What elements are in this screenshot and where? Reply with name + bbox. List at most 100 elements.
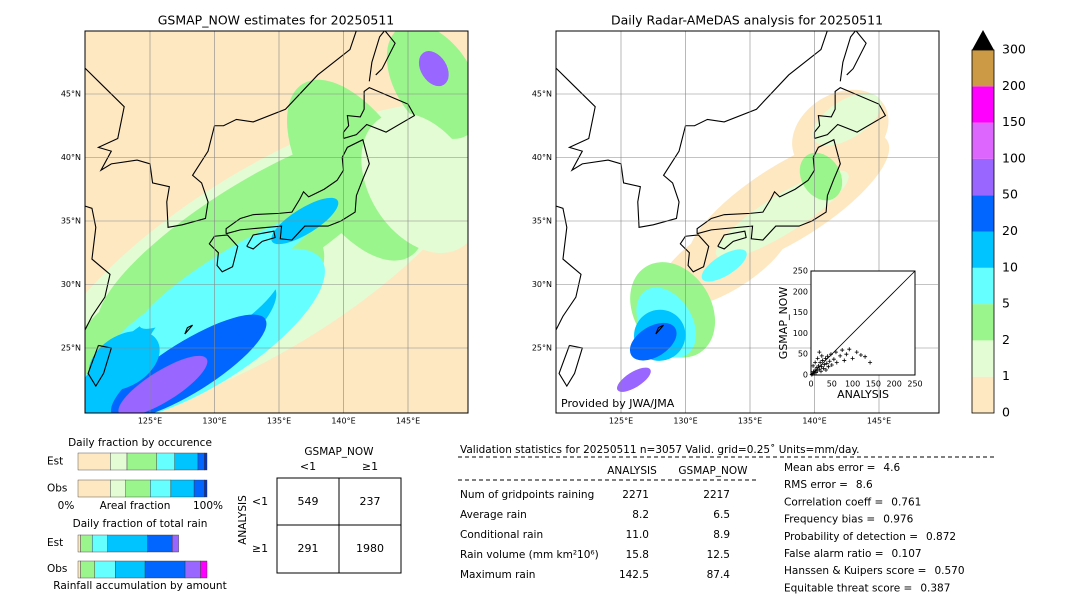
colorbar-segment [972,304,994,341]
lat-label: 40°N [532,153,552,162]
occurrence-segment [204,479,208,498]
coastline [184,324,193,335]
occurrence-segment [193,479,205,498]
stat-label: Rain volume (mm km²10⁶) [460,549,599,561]
total-rain-segment [171,534,179,553]
coastline [655,324,664,335]
scatter-point [827,359,832,364]
cell: 549 [298,495,319,508]
coastline [208,234,239,273]
score-label: False alarm ratio = [784,548,884,560]
score-label: Mean abs error = [784,462,875,474]
total-rain-segment [115,560,146,579]
stat-label: Maximum rain [460,569,535,581]
scatter-point [818,360,823,365]
stat-label: Conditional rain [460,529,543,541]
scatter-point [834,360,839,365]
colorbar-segment [972,267,994,305]
cell: 291 [298,542,319,555]
occurrence-segment [156,452,175,471]
rain-area [139,214,316,329]
rain-area [88,330,160,391]
occurrence-left: 0% [58,500,75,512]
lon-label: 125°E [138,417,162,426]
occurrence-segment [110,479,126,498]
stat-value: 6.5 [713,509,730,521]
total-rain-segment [80,560,95,579]
occurrence-segment [126,452,157,471]
scatter-point [858,353,863,358]
colorbar-segment [972,86,994,123]
total-rain-segment [91,534,108,553]
scatter-point [847,347,852,352]
stat-label: Average rain [460,509,527,521]
scatter-point [815,368,820,373]
total-rain-segment [200,560,208,579]
scatter-point [850,356,855,361]
stat-value: 12.5 [707,549,730,561]
lon-label: 130°E [673,417,697,426]
score-value: 0.570 [934,565,964,577]
lat-label: 45°N [61,90,81,99]
lon-label: 140°E [802,417,826,426]
row-label: Obs [47,563,67,575]
contingency-col-header: GSMAP_NOW [304,446,374,458]
scatter-point [818,369,823,374]
left-map-title: GSMAP_NOW estimates for 20250511 [158,13,395,28]
coastline [717,230,747,250]
score-value: 0.387 [920,582,950,594]
scatter-point [854,350,859,355]
scatter-point [826,364,831,369]
coastline [87,344,113,388]
score-value: 0.107 [892,548,922,560]
scatter-point [809,372,814,377]
column-header: GSMAP_NOW [678,465,748,477]
scatter-point [822,362,827,367]
coastline [556,31,828,229]
coastline [813,87,887,139]
occurrence-segment [197,452,205,471]
scatter-point [829,363,834,368]
colorbar-label: 5 [1002,296,1010,311]
coastline [556,205,582,332]
column-header: ANALYSIS [607,465,657,477]
colorbar-segment [972,231,994,268]
score-value: 4.6 [883,462,900,474]
rain-area [361,112,468,254]
contingency-row-header: ANALYSIS [237,495,249,545]
rain-area [629,322,677,361]
coastline [85,31,357,229]
row-label: <1 [252,495,268,508]
credit: Provided by JWA/JMA [561,397,675,410]
coastline [696,138,841,241]
row-label: Est [47,537,63,549]
rain-area [617,367,651,392]
scatter-point [823,356,828,361]
occurrence-segment [174,452,199,471]
score-label: Hanssen & Kuipers score = [784,565,926,577]
total-rain-title: Daily fraction of total rain [73,518,208,530]
scatter-point [840,348,845,353]
score-value: 8.6 [856,479,873,491]
total-rain-segment [107,534,148,553]
total-rain-segment [80,534,93,553]
right-map-title: Daily Radar-AMeDAS analysis for 20250511 [611,13,883,28]
lon-label: 125°E [609,417,633,426]
row-label: ≥1 [252,542,268,555]
x-tick-label: 100 [845,380,860,389]
coastline [342,87,416,139]
rain-area [118,355,208,413]
stat-value: 11.0 [626,529,649,541]
coastline [839,31,867,82]
occurrence-segment [125,479,151,498]
lon-label: 135°E [267,417,291,426]
stat-value: 2217 [703,489,730,501]
stat-value: 142.5 [619,569,649,581]
total-rain-segment [144,560,186,579]
y-tick-label: 50 [798,350,808,359]
y-tick-label: 0 [803,371,808,380]
coastline [225,138,370,241]
diagonal [810,270,916,376]
stat-value: 15.8 [626,549,649,561]
score-label: Probability of detection = [784,531,918,543]
